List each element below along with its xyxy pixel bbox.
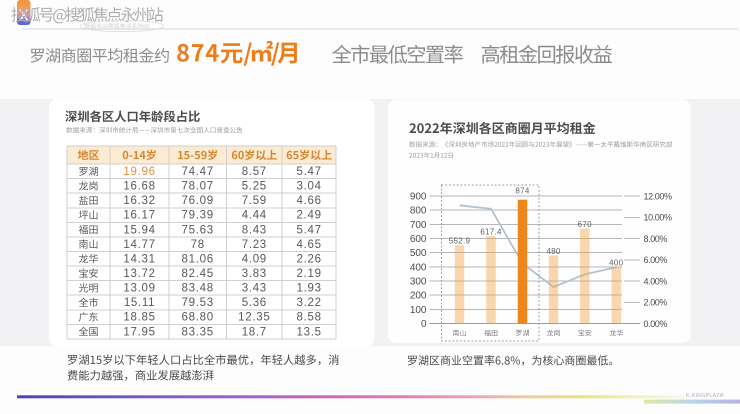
svg-text:74.47: 74.47: [182, 166, 214, 178]
svg-text:8.57: 8.57: [242, 166, 267, 178]
svg-text:1.93: 1.93: [297, 283, 322, 295]
svg-text:78.07: 78.07: [182, 181, 214, 193]
svg-text:5.47: 5.47: [297, 224, 322, 236]
svg-text:13.09: 13.09: [123, 283, 155, 295]
svg-text:2.49: 2.49: [297, 210, 322, 222]
svg-text:K-KINGPLAZA: K-KINGPLAZA: [686, 393, 724, 399]
svg-text:7.59: 7.59: [242, 195, 267, 207]
svg-text:480: 480: [546, 247, 560, 256]
svg-text:8.58: 8.58: [297, 312, 322, 324]
svg-text:16.68: 16.68: [123, 181, 155, 193]
svg-text:874: 874: [515, 187, 529, 196]
svg-text:82.45: 82.45: [182, 268, 214, 280]
svg-text:400: 400: [410, 262, 427, 273]
svg-text:79.39: 79.39: [182, 210, 214, 222]
svg-text:12.35: 12.35: [238, 312, 270, 324]
svg-text:13.72: 13.72: [123, 268, 155, 280]
svg-text:2.19: 2.19: [297, 268, 322, 280]
svg-text:18.7: 18.7: [242, 326, 267, 338]
svg-text:10.00%: 10.00%: [644, 213, 673, 223]
svg-text:2.00%: 2.00%: [644, 298, 668, 308]
svg-text:3.43: 3.43: [242, 283, 267, 295]
svg-text:17.95: 17.95: [123, 326, 155, 338]
svg-text:800: 800: [410, 206, 427, 217]
svg-text:2.26: 2.26: [297, 253, 322, 265]
svg-text:78: 78: [191, 239, 205, 251]
svg-text:617.4: 617.4: [480, 228, 502, 237]
svg-text:12.00%: 12.00%: [644, 191, 673, 201]
svg-text:75.63: 75.63: [182, 224, 214, 236]
svg-text:900: 900: [410, 192, 427, 203]
svg-text:16.32: 16.32: [123, 195, 155, 207]
svg-text:5.36: 5.36: [242, 297, 267, 309]
svg-text:3.22: 3.22: [297, 297, 322, 309]
svg-text:670: 670: [578, 220, 592, 229]
svg-text:68.80: 68.80: [182, 312, 214, 324]
svg-text:0: 0: [421, 319, 427, 330]
svg-text:500: 500: [410, 248, 427, 259]
svg-text:700: 700: [410, 220, 427, 231]
svg-text:7.23: 7.23: [242, 239, 267, 251]
svg-text:83.35: 83.35: [182, 326, 214, 338]
svg-text:5.25: 5.25: [242, 181, 267, 193]
svg-text:16.17: 16.17: [123, 210, 155, 222]
svg-text:4.00%: 4.00%: [644, 276, 668, 286]
svg-text:100: 100: [410, 305, 427, 316]
svg-text:400: 400: [609, 258, 623, 267]
svg-text:600: 600: [410, 234, 427, 245]
svg-text:83.48: 83.48: [182, 283, 214, 295]
svg-text:76.09: 76.09: [182, 195, 214, 207]
svg-text:5.47: 5.47: [297, 166, 322, 178]
svg-text:79.53: 79.53: [182, 297, 214, 309]
svg-text:300: 300: [410, 277, 427, 288]
svg-text:19.96: 19.96: [123, 166, 155, 178]
svg-text:200: 200: [410, 291, 427, 302]
svg-text:4.66: 4.66: [297, 195, 322, 207]
svg-text:4.65: 4.65: [297, 239, 322, 251]
svg-text:0.00%: 0.00%: [644, 319, 668, 329]
svg-text:13.5: 13.5: [297, 326, 322, 338]
svg-text:15.11: 15.11: [124, 297, 155, 309]
svg-text:4.44: 4.44: [242, 210, 267, 222]
svg-text:552.9: 552.9: [449, 237, 471, 246]
svg-text:4.09: 4.09: [242, 253, 267, 265]
svg-text:18.85: 18.85: [123, 312, 155, 324]
svg-text:15.94: 15.94: [123, 224, 155, 236]
svg-text:8.00%: 8.00%: [644, 234, 668, 244]
svg-text:8.43: 8.43: [242, 224, 267, 236]
svg-text:3.83: 3.83: [242, 268, 267, 280]
svg-text:14.31: 14.31: [123, 253, 155, 265]
svg-text:6.00%: 6.00%: [644, 255, 668, 265]
svg-text:81.06: 81.06: [182, 253, 214, 265]
svg-text:14.77: 14.77: [123, 239, 155, 251]
svg-text:3.04: 3.04: [297, 181, 322, 193]
